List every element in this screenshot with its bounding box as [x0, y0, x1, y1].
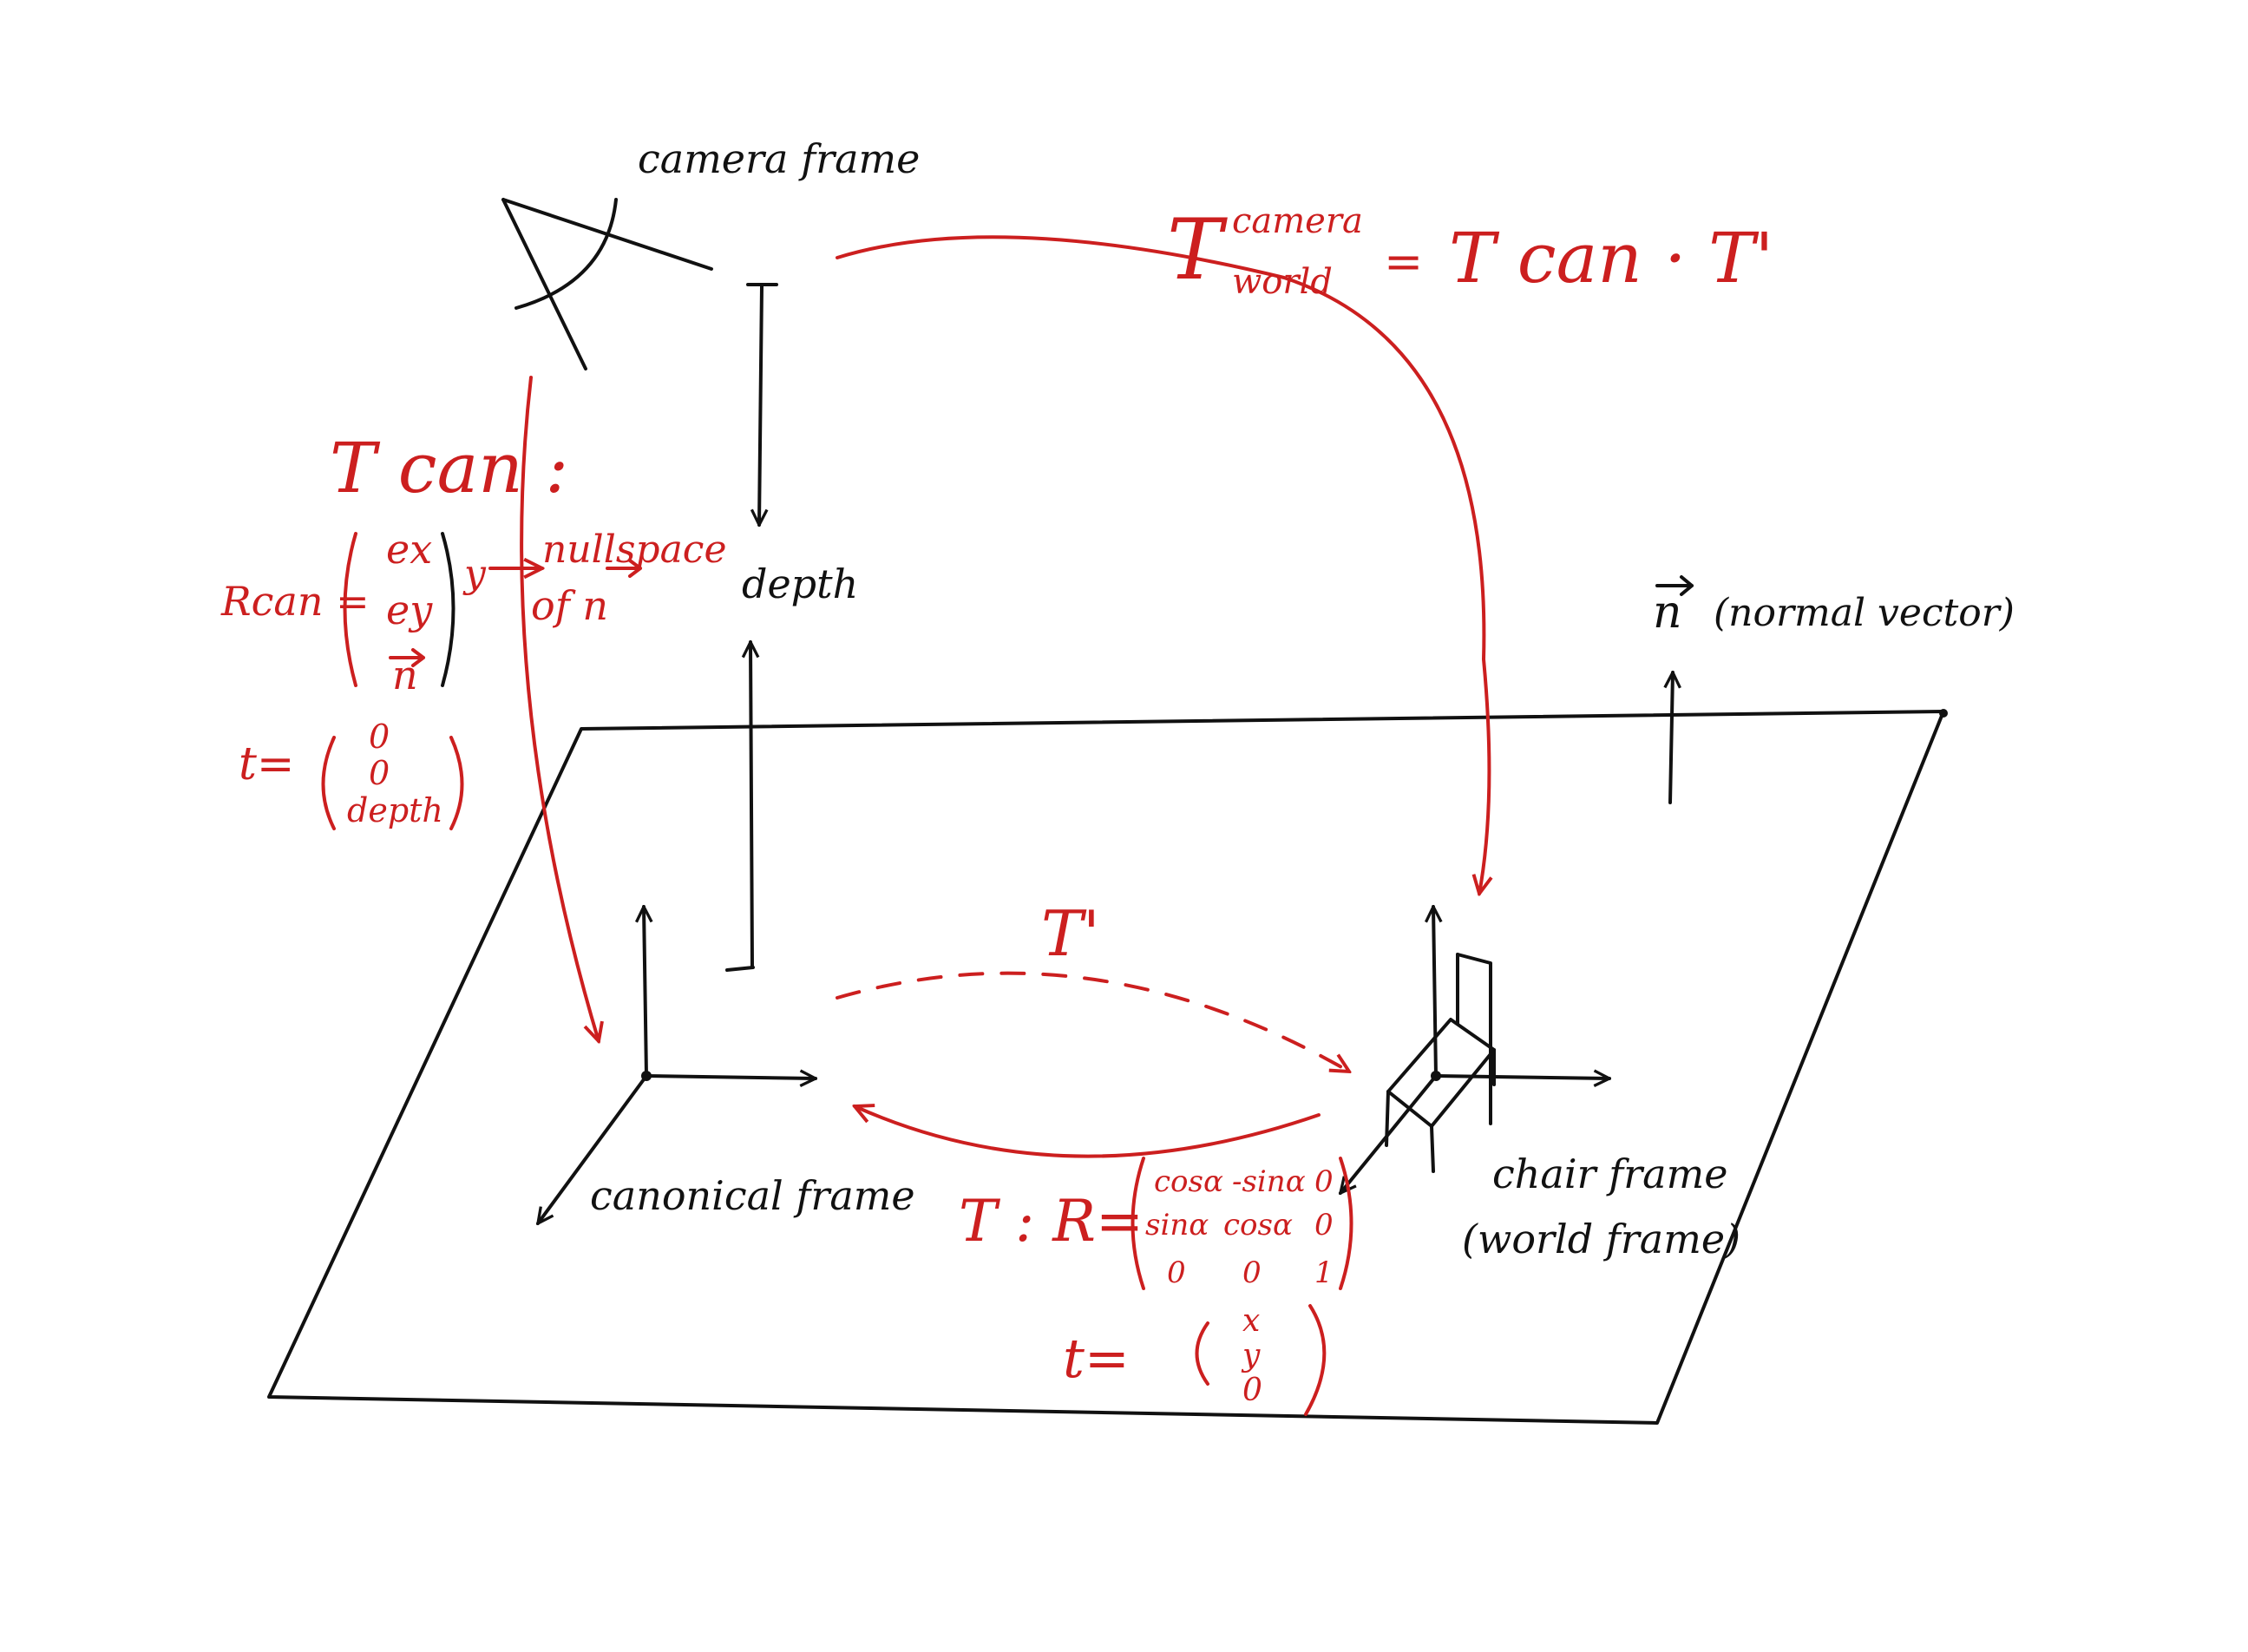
t-return-arrow: [855, 1106, 1321, 1158]
rot-33: 1: [1314, 1255, 1334, 1290]
normal-vector-symbol: n: [1653, 587, 1682, 639]
n-entry: n: [392, 652, 418, 698]
world-subscript: world: [1232, 262, 1333, 302]
n-vec-overarrow-red: [606, 559, 642, 578]
normal-vector-arrow: [1670, 672, 1673, 804]
rot-13: 0: [1314, 1164, 1334, 1199]
n-vec-overarrow-matrix: [389, 648, 425, 667]
depth-label: depth: [742, 560, 859, 607]
t-prime-label: T': [1041, 897, 1100, 970]
rcan-right-bracket: [441, 532, 455, 687]
tcan-tprime-rhs: T can · T': [1449, 218, 1774, 298]
normal-vector-overarrow: [1655, 575, 1694, 596]
of-n-label: of n: [531, 582, 608, 629]
rot-right-bracket: [1339, 1157, 1353, 1290]
rot-22: cosα: [1223, 1208, 1293, 1242]
rot-left-bracket: [1131, 1157, 1145, 1290]
tcan-t-vec-2: depth: [347, 791, 443, 829]
camera-frame-label: camera frame: [638, 135, 921, 182]
chair-icon: [1385, 953, 1496, 1173]
t2-eq: t=: [1063, 1327, 1130, 1390]
tcan-title: T can :: [330, 428, 569, 508]
tcan-t-eq: t=: [239, 738, 295, 790]
rcan-label: Rcan =: [221, 578, 370, 625]
tcan-left-bracket: [321, 736, 336, 830]
rot-12: -sinα: [1232, 1164, 1306, 1199]
t-r-label: T : R=: [959, 1188, 1144, 1255]
nullspace-label: nullspace: [542, 528, 727, 572]
equals-sign: =: [1384, 234, 1424, 289]
t2-left-bracket: [1195, 1321, 1209, 1386]
y-mark: y: [464, 552, 486, 596]
canonical-frame-label: canonical frame: [590, 1172, 915, 1219]
t-prime-dashed-arrow: [836, 971, 1349, 1072]
world-frame-label: (world frame): [1462, 1216, 1741, 1262]
rcan-left-bracket: [343, 532, 357, 687]
rot-21: sinα: [1145, 1208, 1209, 1242]
rot-11: cosα: [1154, 1164, 1223, 1199]
normal-vector-label: (normal vector): [1714, 591, 2015, 635]
ground-plane-corner-dot: [1939, 709, 1948, 718]
t2-vec-1: y: [1242, 1338, 1261, 1373]
t2-vec-0: x: [1242, 1303, 1261, 1339]
ey-entry: ey: [386, 587, 433, 633]
depth-dimension-arrow: [725, 283, 778, 972]
rot-32: 0: [1242, 1255, 1262, 1290]
ground-plane: [267, 710, 1945, 1425]
camera-icon: [501, 198, 713, 370]
rot-31: 0: [1167, 1255, 1186, 1290]
canonical-frame-axes: [538, 907, 816, 1223]
camera-superscript: camera: [1232, 201, 1363, 241]
t2-vec-2: 0: [1242, 1373, 1262, 1408]
tcan-right-bracket: [449, 736, 464, 830]
tcan-t-vec-1: 0: [369, 754, 390, 792]
t2-right-bracket: [1304, 1304, 1327, 1416]
t-camera-world-arrow: [836, 235, 1489, 894]
tcan-t-vec-0: 0: [369, 718, 390, 756]
tcan-arrow: [520, 376, 599, 1041]
chair-frame-label: chair frame: [1492, 1150, 1728, 1197]
rot-23: 0: [1314, 1208, 1334, 1242]
t-symbol: T: [1167, 201, 1223, 298]
ex-entry: ex: [386, 526, 433, 573]
